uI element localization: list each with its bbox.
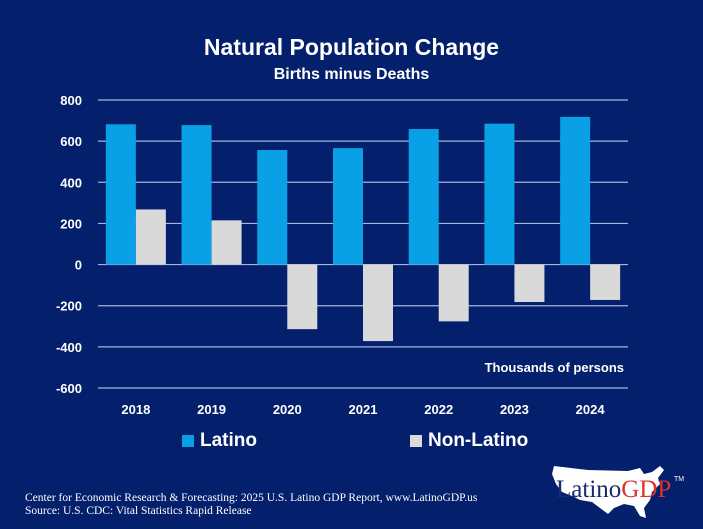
bar-non-latino-2020 bbox=[287, 264, 318, 330]
logo-text-gdp: GDP bbox=[621, 476, 672, 503]
legend-swatch-latino bbox=[182, 435, 194, 447]
bar-latino-2023 bbox=[484, 123, 515, 265]
usa-map-icon bbox=[552, 466, 664, 518]
bar-non-latino-2019 bbox=[211, 220, 242, 265]
legend-label-latino: Latino bbox=[200, 430, 257, 451]
bar-non-latino-2021 bbox=[363, 264, 393, 342]
x-tick-label: 2019 bbox=[197, 402, 226, 417]
units-annotation: Thousands of persons bbox=[485, 360, 624, 375]
y-tick-label: 0 bbox=[75, 258, 82, 273]
y-tick-label: -600 bbox=[56, 381, 82, 396]
bar-non-latino-2024 bbox=[590, 264, 621, 300]
bar-latino-2018 bbox=[105, 124, 136, 265]
bar-latino-2019 bbox=[181, 125, 212, 265]
x-tick-label: 2023 bbox=[500, 402, 529, 417]
footer-credit: Center for Economic Research & Forecasti… bbox=[25, 492, 478, 504]
bar-latino-2020 bbox=[257, 149, 288, 265]
x-tick-label: 2024 bbox=[576, 402, 606, 417]
y-tick-label: -200 bbox=[56, 299, 82, 314]
x-tick-label: 2020 bbox=[273, 402, 302, 417]
legend-item-latino: Latino bbox=[182, 430, 257, 452]
bar-latino-2022 bbox=[408, 129, 439, 265]
bar-non-latino-2022 bbox=[438, 264, 469, 322]
legend-swatch-non-latino bbox=[410, 435, 422, 447]
x-tick-label: 2021 bbox=[349, 402, 378, 417]
y-tick-label: 800 bbox=[60, 93, 82, 108]
chart-title: Natural Population Change bbox=[203, 34, 500, 60]
x-tick-label: 2022 bbox=[424, 402, 453, 417]
x-tick-label: 2018 bbox=[121, 402, 150, 417]
y-tick-label: 400 bbox=[60, 175, 82, 190]
chart-subtitle: Births minus Deaths bbox=[273, 66, 430, 83]
bar-latino-2021 bbox=[333, 148, 363, 265]
bar-non-latino-2018 bbox=[135, 209, 166, 265]
bars bbox=[105, 116, 621, 342]
footer: Center for Economic Research & Forecasti… bbox=[25, 492, 477, 518]
y-axis-ticks: 800 600 400 200 0 -200 -400 -600 bbox=[56, 93, 82, 396]
legend-label-non-latino: Non-Latino bbox=[428, 430, 529, 451]
y-tick-label: -400 bbox=[56, 340, 82, 355]
x-axis-ticks: 2018 2019 2020 2021 2022 2023 2024 bbox=[121, 402, 605, 417]
bar-non-latino-2023 bbox=[514, 264, 545, 303]
latinogdp-logo: LatinoGDP TM bbox=[548, 462, 688, 522]
bar-latino-2024 bbox=[560, 116, 591, 265]
y-tick-label: 200 bbox=[60, 216, 82, 231]
logo-text-latino: Latino bbox=[556, 476, 622, 503]
logo-trademark: TM bbox=[674, 476, 685, 483]
y-tick-label: 600 bbox=[60, 134, 82, 149]
footer-source: Source: U.S. CDC: Vital Statistics Rapid… bbox=[25, 505, 252, 517]
legend-item-non-latino: Non-Latino bbox=[410, 430, 528, 452]
